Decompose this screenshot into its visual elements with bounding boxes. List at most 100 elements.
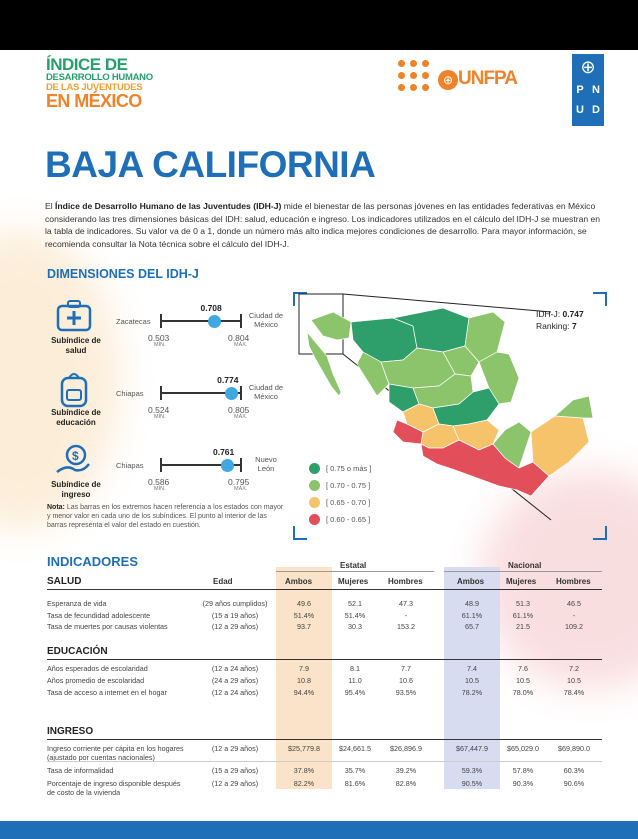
- table-cell: 81.6%: [344, 779, 366, 788]
- table-cell: 39.2%: [395, 766, 417, 775]
- table-cell: 61.1%: [512, 611, 534, 620]
- intro-paragraph: El Índice de Desarrollo Humano de las Ju…: [45, 200, 605, 250]
- table-cell: 90.3%: [512, 779, 534, 788]
- svg-text:$: $: [72, 449, 79, 463]
- max-state-label: Ciudad de México: [246, 311, 286, 329]
- table-cell: 46.5: [567, 599, 581, 608]
- table-cell: 61.1%: [461, 611, 483, 620]
- table-cell: 52.1: [348, 599, 362, 608]
- table-cell: 35.7%: [344, 766, 366, 775]
- dimensions-note: Nota: Las barras en los extremos hacen r…: [47, 503, 287, 530]
- bar-min-cap: [160, 386, 162, 400]
- legend-swatch: [309, 463, 320, 474]
- frame-corner: [593, 526, 607, 540]
- footer-bar: [0, 821, 638, 839]
- table-cell: 94.4%: [293, 688, 315, 697]
- legend-swatch: [309, 514, 320, 525]
- table-cell: 93.5%: [395, 688, 417, 697]
- column-header: Hombres: [556, 577, 591, 586]
- table-cell: $25,779.8: [288, 744, 320, 753]
- page: ÍNDICE DE DESARROLLO HUMANO DE LAS JUVEN…: [0, 50, 638, 839]
- legend-item: [ 0.65 - 0.70 ]: [309, 494, 371, 511]
- min-tag: MÍN.: [154, 414, 166, 420]
- table-cell: 10.8: [297, 676, 311, 685]
- table-cell: 82.2%: [293, 779, 315, 788]
- bar-max-cap: [240, 458, 242, 472]
- indicator-label: Años esperados de escolaridad: [47, 664, 148, 673]
- table-cell: 59.3%: [461, 766, 483, 775]
- column-header: Mujeres: [506, 577, 537, 586]
- column-header: Ambos: [457, 577, 485, 586]
- indicator-label: Tasa de fecundidad adolescente: [47, 611, 151, 620]
- idhj-logo: ÍNDICE DE DESARROLLO HUMANO DE LAS JUVEN…: [46, 56, 166, 110]
- legend-label: [ 0.70 - 0.75 ]: [326, 481, 371, 490]
- subindex-label: Subíndice de ingreso: [36, 480, 116, 500]
- unfpa-logo: ⊕ UNFPA: [396, 58, 531, 102]
- section-title: INGRESO: [47, 726, 94, 737]
- indicator-age: (15 a 19 años): [211, 611, 259, 620]
- section-rule: [47, 589, 602, 590]
- subindex-bar: [160, 392, 240, 394]
- indicator-age: (12 a 24 años): [211, 688, 259, 697]
- dimensions-heading: DIMENSIONES DEL IDH-J: [47, 267, 199, 281]
- bar-min-cap: [160, 458, 162, 472]
- table-cell: 10.5: [465, 676, 479, 685]
- max-state-line: Ciudad de: [248, 311, 284, 320]
- subindex-label-line: educación: [56, 418, 96, 427]
- unfpa-dots-icon: [396, 58, 440, 102]
- row-rule: [47, 761, 602, 762]
- subindex-label-line: ingreso: [61, 490, 91, 499]
- table-cell: 57.8%: [512, 766, 534, 775]
- min-state-label: Chiapas: [116, 461, 144, 470]
- subindex-bar: [160, 320, 240, 322]
- table-cell: 82.8%: [395, 779, 417, 788]
- max-state-line: Ciudad de: [248, 383, 284, 392]
- estatal-header: Estatal: [340, 561, 367, 570]
- table-cell: 90.5%: [461, 779, 483, 788]
- min-tag: MÍN.: [154, 486, 166, 492]
- bar-min-cap: [160, 314, 162, 328]
- max-tag: MÁX.: [234, 342, 248, 348]
- logo-line: DE LAS JUVENTUDES: [46, 81, 143, 93]
- frame-corner: [293, 526, 307, 540]
- table-cell: 8.1: [350, 664, 360, 673]
- table-cell: 10.6: [399, 676, 413, 685]
- ranking-label: Ranking:: [536, 321, 570, 331]
- estatal-rule: [276, 571, 434, 572]
- table-cell: 51.4%: [344, 611, 366, 620]
- table-cell: 48.9: [465, 599, 479, 608]
- table-cell: 7.4: [467, 664, 477, 673]
- max-tag: MÁX.: [234, 486, 248, 492]
- column-header: Edad: [213, 577, 233, 586]
- note-label: Nota:: [47, 504, 65, 511]
- subindex-label-line: Subíndice de: [51, 480, 101, 489]
- pnud-letter: P: [576, 84, 584, 96]
- legend-label: [ 0.75 o más ]: [326, 464, 372, 473]
- map-panel: [293, 292, 607, 540]
- table-cell: 49.6: [297, 599, 311, 608]
- legend-swatch: [309, 497, 320, 508]
- table-cell: 21.5: [516, 622, 530, 631]
- table-cell: $24,661.5: [339, 744, 371, 753]
- table-cell: 78.4%: [563, 688, 585, 697]
- subindex-label: Subíndice de salud: [36, 336, 116, 356]
- max-state-line: México: [254, 320, 278, 329]
- table-cell: $26,896.9: [390, 744, 422, 753]
- section-rule: [47, 659, 602, 660]
- table-cell: 7.9: [299, 664, 309, 673]
- note-text: Las barras en los extremos hacen referen…: [47, 504, 284, 529]
- logo-line: EN MÉXICO: [46, 91, 142, 111]
- table-cell: 30.3: [348, 622, 362, 631]
- pnud-letter: U: [576, 104, 584, 116]
- indicator-age: (12 a 24 años): [211, 664, 259, 673]
- min-value: 0.586: [148, 477, 170, 487]
- table-cell: 93.7: [297, 622, 311, 631]
- map-legend: [ 0.75 o más ] [ 0.70 - 0.75 ] [ 0.65 - …: [309, 460, 371, 528]
- idhj-value: 0.747: [562, 309, 584, 319]
- table-cell: $67,447.9: [456, 744, 488, 753]
- legend-label: [ 0.60 - 0.65 ]: [326, 515, 371, 524]
- table-cell: 7.6: [518, 664, 528, 673]
- indicator-label: Tasa de acceso a internet en el hogar: [47, 688, 167, 697]
- table-cell: $65,029.0: [507, 744, 539, 753]
- legend-item: [ 0.75 o más ]: [309, 460, 371, 477]
